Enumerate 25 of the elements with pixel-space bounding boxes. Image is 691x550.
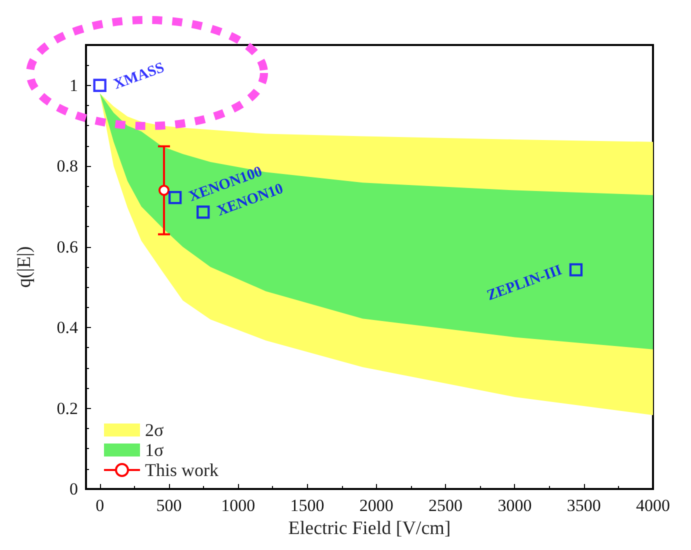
point [196,206,210,219]
point [569,263,583,276]
x-tick-label: 3500 [566,496,601,515]
x-tick-label: 500 [156,496,182,515]
y-tick-label: 1 [70,76,78,95]
point [93,78,106,92]
y-tick-label: 0.6 [56,237,78,256]
x-tick-label: 1500 [290,496,324,515]
legend-label: 2σ [145,420,164,440]
point [168,190,182,204]
x-tick-label: 3000 [498,496,532,515]
legend-label: 1σ [145,440,164,460]
y-tick-label: 0.4 [56,318,78,338]
y-tick-label: 0.8 [56,156,78,176]
point [158,184,170,196]
y-tick-label: 0.2 [56,398,78,418]
y-axis-title: q(|E|) [14,246,35,288]
x-tick-label: 2500 [428,496,463,515]
legend-label: This work [145,460,218,480]
x-tick-label: 1000 [221,496,256,515]
y-tick-label: 0 [70,480,78,498]
x-axis-title: Electric Field [V/cm] [288,518,451,539]
x-tick-label: 4000 [636,496,670,515]
x-tick-label: 0 [96,496,104,515]
x-tick-label: 2000 [359,496,394,515]
